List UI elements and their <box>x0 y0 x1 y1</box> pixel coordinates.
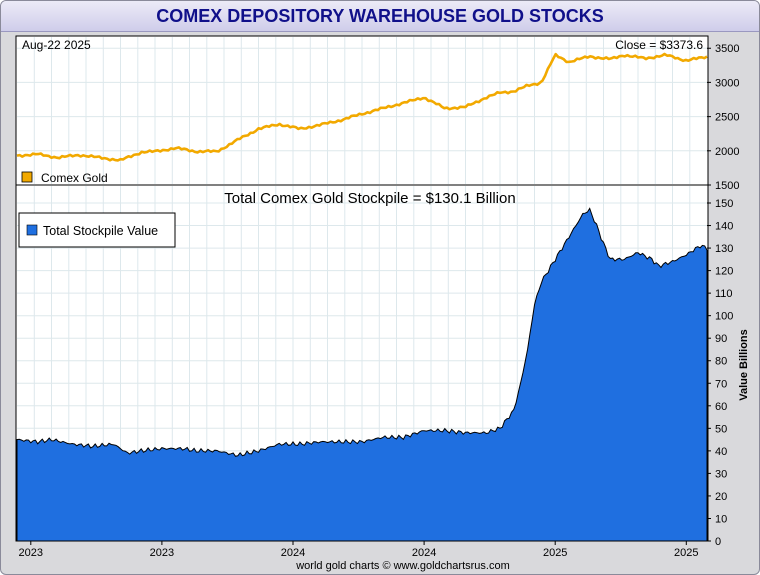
x-tick-label: 2025 <box>674 547 698 559</box>
y-tick-label: 70 <box>715 378 727 390</box>
y-tick-label: 3500 <box>715 43 739 55</box>
y-tick-label: 110 <box>715 288 733 300</box>
x-tick-label: 2023 <box>19 547 43 559</box>
y-tick-label: 130 <box>715 243 733 255</box>
y-tick-label: 1500 <box>715 180 739 192</box>
x-tick-label: 2023 <box>150 547 174 559</box>
stockpile-title: Total Comex Gold Stockpile = $130.1 Bill… <box>224 190 515 207</box>
stockpile-area <box>16 207 708 542</box>
price-line <box>16 52 708 162</box>
y-tick-label: 2500 <box>715 112 739 124</box>
y-tick-label: 3000 <box>715 77 739 89</box>
price-legend-label: Comex Gold <box>41 171 108 185</box>
chart-title: COMEX DEPOSITORY WAREHOUSE GOLD STOCKS <box>1 1 759 32</box>
price-gridlines <box>17 37 707 186</box>
y-tick-label: 40 <box>715 446 727 458</box>
x-tick-label: 2024 <box>412 547 436 559</box>
y-tick-label: 120 <box>715 266 733 278</box>
stockpile-legend-label: Total Stockpile Value <box>43 224 158 238</box>
price-legend-swatch <box>21 171 33 183</box>
y-axis-label: Value Billions <box>738 329 750 401</box>
stockpile-legend-box <box>18 212 176 248</box>
date-label: Aug-22 2025 <box>22 38 91 52</box>
close-label: Close = $3373.6 <box>615 38 703 52</box>
y-tick-label: 2000 <box>715 146 739 158</box>
y-tick-label: 60 <box>715 401 727 413</box>
y-tick-label: 140 <box>715 221 733 233</box>
footer-credit: world gold charts © www.goldchartsrus.co… <box>295 560 510 572</box>
y-tick-label: 50 <box>715 423 727 435</box>
y-tick-label: 80 <box>715 356 727 368</box>
y-tick-label: 30 <box>715 468 727 480</box>
y-tick-label: 10 <box>715 514 727 526</box>
x-tick-label: 2025 <box>543 547 567 559</box>
y-tick-label: 100 <box>715 311 733 323</box>
y-tick-label: 150 <box>715 198 733 210</box>
y-tick-label: 20 <box>715 491 727 503</box>
y-tick-label: 0 <box>715 536 721 548</box>
x-tick-label: 2024 <box>281 547 305 559</box>
stockpile-legend-swatch <box>26 224 38 236</box>
y-tick-label: 90 <box>715 333 727 345</box>
